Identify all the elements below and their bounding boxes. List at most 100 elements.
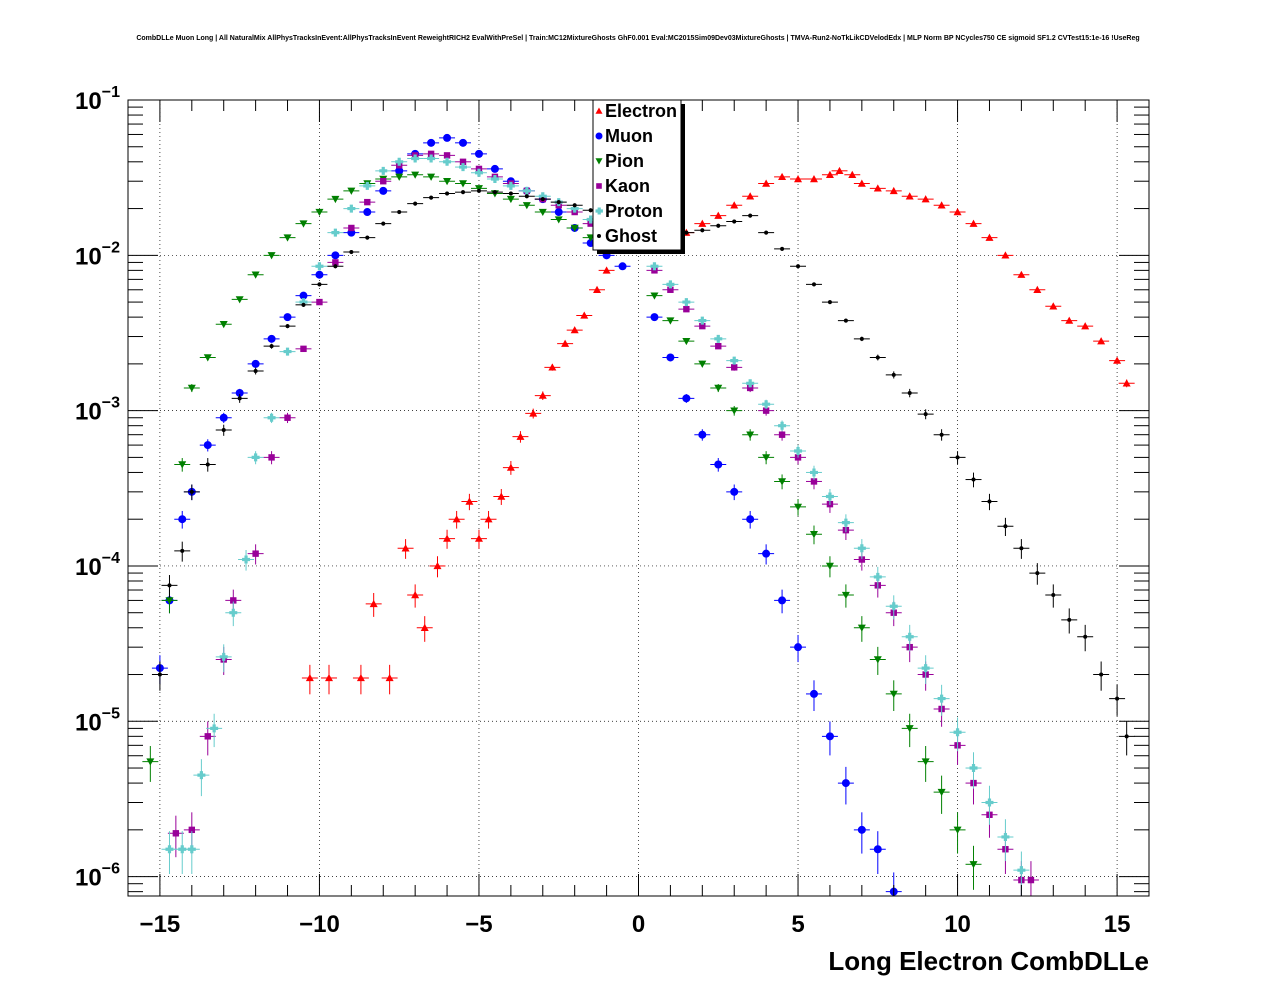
data-point-kaon bbox=[662, 286, 679, 293]
data-point-electron bbox=[774, 172, 791, 181]
data-point-electron bbox=[301, 664, 318, 695]
data-point-ghost bbox=[327, 264, 344, 269]
data-point-pion bbox=[174, 458, 191, 472]
data-point-ghost bbox=[933, 429, 950, 441]
data-point-proton bbox=[359, 181, 376, 190]
data-point-ghost bbox=[837, 318, 854, 323]
data-point-muon bbox=[821, 721, 838, 756]
data-point-kaon bbox=[1022, 861, 1039, 896]
data-point-ghost bbox=[391, 210, 408, 215]
data-point-electron bbox=[1109, 356, 1126, 364]
data-point-electron bbox=[397, 539, 414, 559]
data-point-electron bbox=[831, 166, 848, 175]
data-point-electron bbox=[470, 529, 487, 549]
data-point-ghost bbox=[726, 219, 743, 224]
data-point-electron bbox=[512, 431, 529, 443]
data-point-pion bbox=[774, 474, 791, 490]
data-point-ghost bbox=[183, 484, 200, 501]
data-point-ghost bbox=[295, 302, 312, 307]
data-point-pion bbox=[933, 775, 950, 814]
data-point-electron bbox=[1029, 285, 1046, 293]
data-point-ghost bbox=[790, 264, 807, 269]
data-point-kaon bbox=[694, 322, 711, 330]
data-point-pion bbox=[391, 173, 408, 181]
data-point-pion bbox=[662, 317, 679, 325]
data-point-pion bbox=[837, 584, 854, 608]
data-point-ghost bbox=[774, 246, 791, 251]
data-point-ghost bbox=[486, 190, 503, 195]
data-point-pion bbox=[343, 187, 360, 195]
data-point-proton bbox=[821, 488, 838, 505]
data-point-pion bbox=[742, 429, 759, 441]
data-point-electron bbox=[448, 510, 465, 529]
data-point-proton bbox=[343, 204, 360, 213]
data-point-pion bbox=[423, 173, 440, 181]
data-point-kaon bbox=[439, 152, 456, 159]
data-point-muon bbox=[694, 429, 711, 441]
data-point-electron bbox=[869, 184, 886, 192]
data-point-electron bbox=[493, 488, 510, 505]
data-point-proton bbox=[885, 595, 902, 620]
data-point-proton bbox=[726, 356, 743, 365]
data-point-muon bbox=[853, 812, 870, 854]
data-point-muon bbox=[295, 291, 312, 300]
data-point-ghost bbox=[917, 409, 934, 420]
data-point-proton bbox=[646, 262, 663, 271]
data-point-pion bbox=[965, 845, 982, 890]
data-point-muon bbox=[646, 313, 663, 322]
data-point-pion bbox=[247, 271, 264, 279]
data-point-pion bbox=[215, 321, 232, 329]
data-point-electron bbox=[480, 510, 497, 529]
data-point-muon bbox=[869, 831, 886, 874]
data-point-electron bbox=[933, 201, 950, 209]
data-point-pion bbox=[949, 812, 966, 854]
data-point-electron bbox=[576, 311, 593, 319]
data-point-ghost bbox=[949, 451, 966, 465]
data-point-muon bbox=[614, 262, 631, 271]
data-point-proton bbox=[423, 154, 440, 163]
data-point-ghost bbox=[997, 517, 1014, 536]
data-point-ghost bbox=[439, 191, 456, 196]
data-point-electron bbox=[544, 363, 561, 371]
data-point-ghost bbox=[199, 458, 216, 472]
data-point-proton bbox=[806, 465, 822, 480]
data-point-electron bbox=[525, 408, 542, 419]
data-point-electron bbox=[853, 179, 870, 187]
data-point-pion bbox=[869, 646, 886, 675]
data-point-ghost bbox=[869, 354, 886, 361]
data-point-ghost bbox=[247, 367, 264, 375]
data-point-electron bbox=[949, 208, 966, 216]
y-tick-label: 10−5 bbox=[75, 705, 120, 736]
data-point-ghost bbox=[1061, 608, 1078, 634]
data-point-kaon bbox=[279, 412, 296, 424]
data-point-ghost bbox=[470, 188, 487, 193]
x-tick-label: 15 bbox=[1104, 911, 1131, 938]
legend-label: Pion bbox=[605, 151, 644, 171]
data-point-muon bbox=[662, 353, 679, 362]
data-point-proton bbox=[174, 831, 191, 874]
data-point-ghost bbox=[965, 472, 982, 488]
data-point-kaon bbox=[678, 305, 695, 313]
data-point-proton bbox=[518, 186, 535, 195]
data-point-pion bbox=[678, 337, 695, 346]
data-point-electron bbox=[981, 233, 998, 241]
legend-entry-pion: Pion bbox=[595, 151, 644, 171]
data-point-proton bbox=[161, 831, 178, 874]
data-point-pion bbox=[502, 195, 519, 204]
series-pion bbox=[142, 171, 982, 890]
data-point-muon bbox=[359, 208, 376, 217]
x-tick-label: −5 bbox=[465, 911, 492, 938]
x-axis-title: Long Electron CombDLLe bbox=[828, 946, 1149, 976]
legend-entry-kaon: Kaon bbox=[596, 176, 650, 196]
data-point-pion bbox=[694, 360, 711, 368]
data-point-electron bbox=[461, 493, 478, 511]
x-tick-label: −15 bbox=[140, 911, 181, 938]
x-tick-label: −10 bbox=[299, 911, 340, 938]
data-point-pion bbox=[407, 171, 424, 179]
data-point-electron bbox=[1093, 337, 1110, 345]
data-point-proton bbox=[997, 819, 1014, 862]
data-point-pion bbox=[885, 680, 902, 712]
data-point-ghost bbox=[1093, 661, 1110, 691]
legend-label: Ghost bbox=[605, 226, 657, 246]
y-tick-label: 10−4 bbox=[75, 550, 120, 581]
